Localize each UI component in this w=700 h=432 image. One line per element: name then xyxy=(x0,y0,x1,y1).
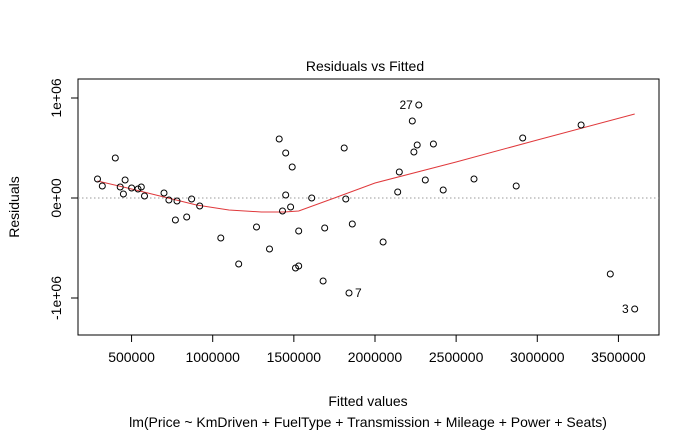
y-tick-label: 0e+00 xyxy=(48,178,64,218)
chart-subtitle: lm(Price ~ KmDriven + FuelType + Transmi… xyxy=(129,414,607,430)
residual-point xyxy=(321,224,329,232)
residual-point xyxy=(345,289,353,297)
point-label: 3 xyxy=(622,302,629,316)
residual-point xyxy=(512,182,520,190)
point-label: 27 xyxy=(399,98,413,112)
residual-point xyxy=(413,141,421,149)
residual-point xyxy=(160,189,168,197)
residual-point xyxy=(98,182,106,190)
residual-point xyxy=(429,140,437,148)
residual-point xyxy=(94,175,101,183)
residual-point xyxy=(319,277,327,285)
residual-point xyxy=(282,191,290,199)
residual-point xyxy=(408,117,416,125)
residual-point xyxy=(577,121,585,129)
residual-point xyxy=(253,223,260,231)
residual-point xyxy=(141,192,148,200)
smoother-layer xyxy=(97,113,635,213)
plot-box xyxy=(77,78,660,336)
x-tick-label: 1000000 xyxy=(185,349,240,365)
residual-point xyxy=(217,234,225,242)
residual-point xyxy=(165,196,173,204)
x-tick-label: 3500000 xyxy=(591,349,646,365)
x-tick-label: 500000 xyxy=(108,349,155,365)
residual-point xyxy=(295,262,303,270)
x-axis-label: Fitted values xyxy=(328,393,407,409)
residual-point xyxy=(410,148,418,156)
residual-point xyxy=(116,183,124,191)
residual-point xyxy=(188,195,196,203)
x-axis: 500000 1000000 1500000 2000000 2500000 300000… xyxy=(108,334,646,365)
residual-point xyxy=(282,149,290,157)
residual-point xyxy=(295,227,303,235)
x-tick-label: 1500000 xyxy=(267,349,322,365)
residual-point xyxy=(266,245,273,253)
point-labels-layer: 27 7 3 xyxy=(355,98,629,316)
residual-point xyxy=(128,184,136,192)
residual-point xyxy=(121,176,129,184)
y-tick-label: 1e+06 xyxy=(48,78,64,118)
residual-point xyxy=(137,183,145,191)
residual-point xyxy=(183,213,191,221)
residual-point xyxy=(111,154,119,162)
y-axis-label: Residuals xyxy=(6,176,22,237)
chart-title: Residuals vs Fitted xyxy=(306,58,424,74)
residual-point xyxy=(519,134,527,142)
residual-point xyxy=(275,135,283,143)
residual-point xyxy=(287,203,295,211)
residual-point xyxy=(196,202,204,210)
residual-point xyxy=(394,188,402,196)
residual-point xyxy=(173,197,181,205)
y-axis: 1e+06 0e+00 -1e+06 xyxy=(48,78,79,320)
x-tick-label: 3000000 xyxy=(510,349,565,365)
residual-point xyxy=(340,144,348,152)
residual-point xyxy=(348,220,356,228)
residual-point xyxy=(379,238,387,246)
points-layer xyxy=(94,101,639,313)
point-label: 7 xyxy=(355,286,362,300)
residual-point xyxy=(308,194,316,202)
residual-point xyxy=(606,270,614,278)
smoother-line xyxy=(97,113,635,213)
residual-point xyxy=(171,216,179,224)
y-tick-label: -1e+06 xyxy=(48,276,64,320)
residual-point xyxy=(119,190,127,198)
residual-point xyxy=(470,175,478,183)
residual-point xyxy=(395,168,403,176)
residual-point xyxy=(415,101,423,109)
residual-point xyxy=(631,305,639,313)
residual-point xyxy=(439,186,447,194)
x-tick-label: 2000000 xyxy=(348,349,403,365)
residual-point xyxy=(288,163,296,171)
residual-point xyxy=(235,260,243,268)
residual-point xyxy=(279,207,286,215)
residual-point xyxy=(342,195,350,203)
residual-point xyxy=(421,176,429,184)
x-tick-label: 2500000 xyxy=(429,349,484,365)
